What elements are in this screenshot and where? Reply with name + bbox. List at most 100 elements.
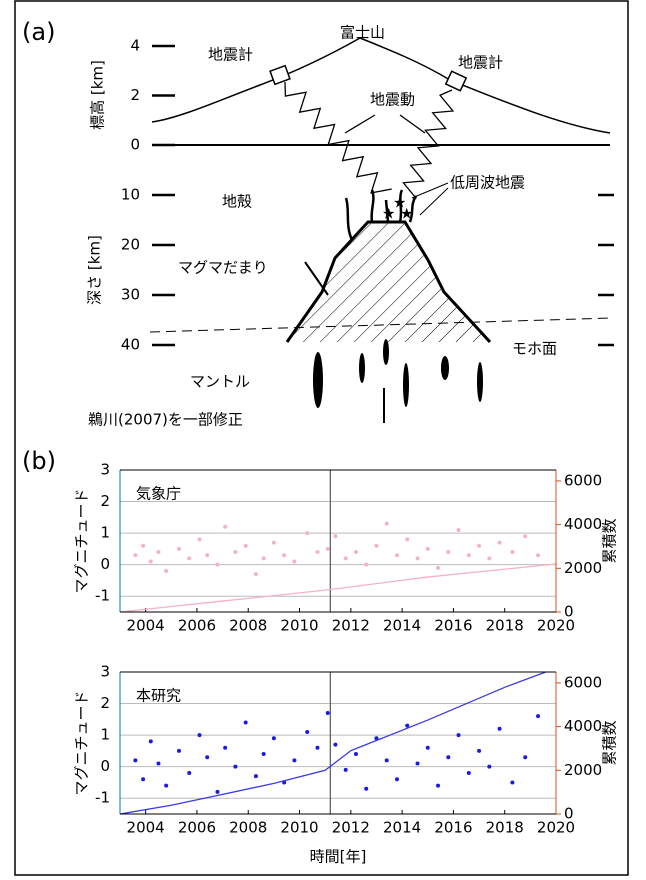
event-point — [233, 550, 237, 554]
event-point — [149, 560, 153, 564]
event-point — [446, 550, 450, 554]
arrow — [412, 183, 448, 198]
event-point — [315, 746, 319, 750]
event-point — [272, 541, 276, 545]
event-point — [416, 762, 420, 766]
x-tick-label: 2008 — [229, 819, 267, 837]
seismometer — [446, 71, 466, 90]
event-point — [272, 736, 276, 740]
event-point — [215, 563, 219, 567]
event-point — [510, 780, 514, 784]
x-tick-label: 2016 — [434, 617, 472, 635]
depth-label: 深さ [km] — [86, 235, 104, 305]
arrow — [420, 188, 448, 215]
cumulative-line — [120, 564, 556, 612]
figure: (a) 富士山 地震計 地震計 地震動 標高 [km] 深さ [km] ★ ★ … — [0, 0, 646, 876]
event-point — [133, 758, 137, 762]
x-axis-label: 時間[年] — [310, 848, 367, 866]
mantle-label: マントル — [190, 373, 250, 391]
arrow — [305, 262, 328, 295]
event-point — [244, 720, 248, 724]
event-point — [305, 730, 309, 734]
event-point — [498, 541, 502, 545]
chart-label: 本研究 — [136, 687, 181, 705]
event-point — [354, 550, 358, 554]
x-tick-label: 2006 — [178, 617, 216, 635]
event-point — [436, 784, 440, 788]
event-point — [223, 525, 227, 529]
event-point — [395, 553, 399, 557]
event-point — [315, 550, 319, 554]
event-point — [405, 537, 409, 541]
event-point — [510, 550, 514, 554]
y2-tick-label: 2000 — [564, 761, 602, 779]
seismometer-label: 地震計 — [208, 46, 253, 64]
x-tick-label: 2018 — [486, 819, 524, 837]
event-point — [344, 556, 348, 560]
magma-label: マグマだまり — [178, 259, 268, 277]
cumulative-line — [120, 672, 546, 814]
event-point — [215, 790, 219, 794]
event-point — [436, 566, 440, 570]
y-tick-label: -1 — [95, 789, 110, 807]
panel-label: (a) — [22, 18, 55, 46]
y2-tick-label: 6000 — [564, 471, 602, 489]
event-point — [254, 572, 258, 576]
event-point — [467, 771, 471, 775]
event-point — [523, 534, 527, 538]
y2-tick-label: 4000 — [564, 717, 602, 735]
event-point — [156, 762, 160, 766]
event-point — [326, 547, 330, 551]
y-tick-label: 1 — [100, 524, 110, 542]
event-point — [536, 714, 540, 718]
y2-axis-label: 累積数 — [601, 720, 619, 765]
x-tick-label: 2020 — [537, 617, 575, 635]
event-point — [244, 544, 248, 548]
x-tick-label: 2004 — [127, 819, 165, 837]
event-point — [467, 553, 471, 557]
x-tick-label: 2012 — [332, 819, 370, 837]
event-point — [457, 528, 461, 532]
event-point — [223, 746, 227, 750]
event-point — [536, 553, 540, 557]
event-point — [523, 755, 527, 759]
event-point — [477, 544, 481, 548]
y-axis-label: マグニチュード — [73, 690, 91, 795]
x-tick-label: 2016 — [434, 819, 472, 837]
event-point — [141, 777, 145, 781]
event-point — [233, 765, 237, 769]
panel-label: (b) — [22, 447, 56, 475]
event-point — [282, 553, 286, 557]
event-point — [187, 556, 191, 560]
event-point — [187, 771, 191, 775]
event-point — [385, 758, 389, 762]
event-point — [198, 537, 202, 541]
lfe-label: 低周波地震 — [450, 174, 525, 192]
y-tick-label: 2 — [100, 492, 110, 510]
x-tick-label: 2008 — [229, 617, 267, 635]
arrow — [345, 115, 375, 133]
chart-label: 気象庁 — [136, 485, 181, 503]
seismometer-label: 地震計 — [458, 54, 503, 72]
event-point — [446, 755, 450, 759]
event-point — [149, 739, 153, 743]
event-point — [395, 777, 399, 781]
event-point — [164, 569, 168, 573]
event-point — [374, 544, 378, 548]
event-point — [262, 752, 266, 756]
event-point — [416, 556, 420, 560]
event-point — [205, 755, 209, 759]
event-point — [177, 547, 181, 551]
elevation-tick-label: 0 — [130, 136, 140, 154]
y-tick-label: 3 — [100, 663, 110, 681]
event-point — [133, 553, 137, 557]
x-tick-label: 2010 — [280, 819, 318, 837]
event-point — [344, 768, 348, 772]
source-note: 鵜川(2007)を一部修正 — [88, 411, 243, 429]
event-point — [141, 544, 145, 548]
crust-label: 地殻 — [222, 193, 252, 211]
seismometer — [270, 66, 290, 85]
arrow — [400, 115, 425, 133]
x-tick-label: 2010 — [280, 617, 318, 635]
x-tick-label: 2020 — [537, 819, 575, 837]
